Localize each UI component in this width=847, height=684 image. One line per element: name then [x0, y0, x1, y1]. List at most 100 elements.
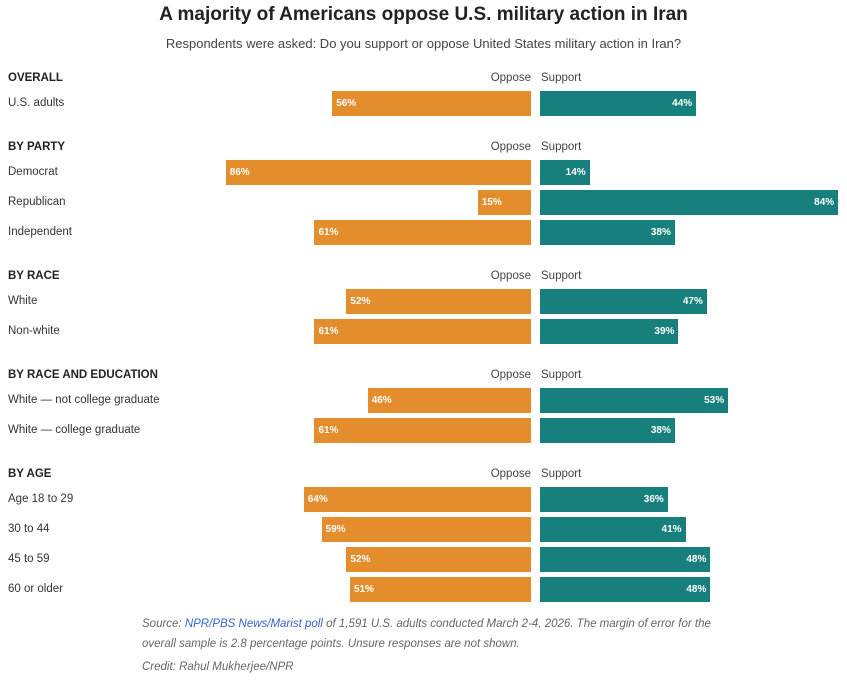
support-legend-label: Support [541, 270, 582, 282]
chart-row: Age 18 to 29 64% 36% [0, 485, 847, 515]
chart-row: U.S. adults 56% 44% [0, 89, 847, 119]
row-label: White — not college graduate [8, 394, 160, 406]
oppose-bar: 52% [346, 289, 531, 314]
row-label: White — college graduate [8, 424, 141, 436]
support-value-label: 36% [643, 494, 664, 505]
support-value-label: 48% [686, 554, 707, 565]
support-legend-label: Support [541, 72, 582, 84]
oppose-bar: 52% [346, 547, 531, 572]
row-label: 60 or older [8, 583, 63, 595]
row-label: Republican [8, 196, 66, 208]
oppose-legend-label: Oppose [490, 270, 531, 282]
oppose-bar: 46% [367, 388, 531, 413]
oppose-bar: 51% [349, 577, 531, 602]
row-label: 45 to 59 [8, 553, 50, 565]
support-value-label: 41% [661, 524, 682, 535]
group-header: OVERALL Oppose Support [0, 69, 847, 89]
group-header: BY PARTY Oppose Support [0, 138, 847, 158]
oppose-value-label: 86% [229, 167, 250, 178]
chart-row: White 52% 47% [0, 287, 847, 317]
support-value-label: 38% [650, 227, 671, 238]
oppose-bar: 61% [314, 319, 531, 344]
support-value-label: 39% [654, 326, 675, 337]
row-label: Democrat [8, 166, 58, 178]
oppose-value-label: 61% [318, 326, 339, 337]
chart-row: White — college graduate 61% 38% [0, 416, 847, 446]
chart-row: 45 to 59 52% 48% [0, 545, 847, 575]
chart-group: BY RACE AND EDUCATION Oppose Support White … [0, 366, 847, 446]
source-prefix: Source: [142, 618, 185, 630]
oppose-legend-label: Oppose [490, 141, 531, 153]
oppose-bar: 59% [321, 517, 531, 542]
group-title: BY PARTY [8, 141, 66, 153]
support-bar: 39% [540, 319, 679, 344]
support-value-label: 47% [682, 296, 703, 307]
oppose-value-label: 61% [318, 227, 339, 238]
chart-group: BY AGE Oppose Support Age 18 to 29 64% 36% 30 … [0, 465, 847, 605]
oppose-value-label: 64% [307, 494, 328, 505]
support-bar: 38% [540, 418, 675, 443]
source-note-line2: overall sample is 2.8 percentage points.… [142, 638, 520, 650]
source-note: Source: NPR/PBS News/Marist poll of 1,59… [142, 618, 711, 630]
support-bar: 48% [540, 577, 711, 602]
support-bar: 41% [540, 517, 686, 542]
source-link[interactable]: NPR/PBS News/Marist poll [184, 618, 323, 630]
support-value-label: 84% [814, 197, 835, 208]
chart-row: White — not college graduate 46% 53% [0, 386, 847, 416]
row-label: Independent [8, 226, 72, 238]
oppose-bar: 61% [314, 220, 531, 245]
support-value-label: 38% [650, 425, 671, 436]
chart-row: Independent 61% 38% [0, 218, 847, 248]
chart-row: 60 or older 51% 48% [0, 575, 847, 605]
chart-row: Democrat 86% 14% [0, 158, 847, 188]
chart-group: OVERALL Oppose Support U.S. adults 56% 44% [0, 69, 847, 119]
chart-title: A majority of Americans oppose U.S. mili… [159, 4, 688, 25]
support-value-label: 53% [704, 395, 725, 406]
oppose-value-label: 15% [481, 197, 502, 208]
oppose-value-label: 59% [325, 524, 346, 535]
support-value-label: 48% [686, 584, 707, 595]
support-value-label: 14% [565, 167, 586, 178]
group-header: BY RACE Oppose Support [0, 267, 847, 287]
group-title: BY AGE [8, 468, 52, 480]
support-bar: 53% [540, 388, 729, 413]
oppose-value-label: 52% [350, 554, 371, 565]
chart-group: BY RACE Oppose Support White 52% 47% Non-white… [0, 267, 847, 347]
oppose-bar: 15% [477, 190, 531, 215]
row-label: Non-white [8, 325, 60, 337]
group-title: BY RACE AND EDUCATION [8, 369, 158, 381]
oppose-value-label: 51% [353, 584, 374, 595]
support-legend-label: Support [541, 141, 582, 153]
row-label: U.S. adults [8, 97, 65, 109]
chart-subtitle: Respondents were asked: Do you support o… [165, 36, 682, 51]
oppose-value-label: 46% [371, 395, 392, 406]
chart-row: Non-white 61% 39% [0, 317, 847, 347]
support-bar: 84% [540, 190, 839, 215]
support-bar: 48% [540, 547, 711, 572]
chart-row: Republican 15% 84% [0, 188, 847, 218]
row-label: White [8, 295, 38, 307]
row-label: 30 to 44 [8, 523, 50, 535]
support-legend-label: Support [541, 369, 582, 381]
credit: Credit: Rahul Mukherjee/NPR [142, 661, 294, 673]
oppose-value-label: 52% [350, 296, 371, 307]
oppose-bar: 61% [314, 418, 531, 443]
group-header: BY AGE Oppose Support [0, 465, 847, 485]
chart-group: BY PARTY Oppose Support Democrat 86% 14% Repub… [0, 138, 847, 248]
oppose-value-label: 56% [336, 98, 357, 109]
row-label: Age 18 to 29 [8, 493, 74, 505]
support-bar: 44% [540, 91, 697, 116]
oppose-value-label: 61% [318, 425, 339, 436]
support-legend-label: Support [541, 468, 582, 480]
group-title: BY RACE [8, 270, 60, 282]
oppose-bar: 64% [303, 487, 531, 512]
support-value-label: 44% [672, 98, 693, 109]
support-bar: 36% [540, 487, 668, 512]
support-bar: 14% [540, 160, 590, 185]
oppose-bar: 56% [332, 91, 531, 116]
oppose-bar: 86% [225, 160, 531, 185]
source-rest: of 1,591 U.S. adults conducted March 2-4… [322, 618, 711, 630]
oppose-legend-label: Oppose [490, 72, 531, 84]
oppose-legend-label: Oppose [490, 369, 531, 381]
